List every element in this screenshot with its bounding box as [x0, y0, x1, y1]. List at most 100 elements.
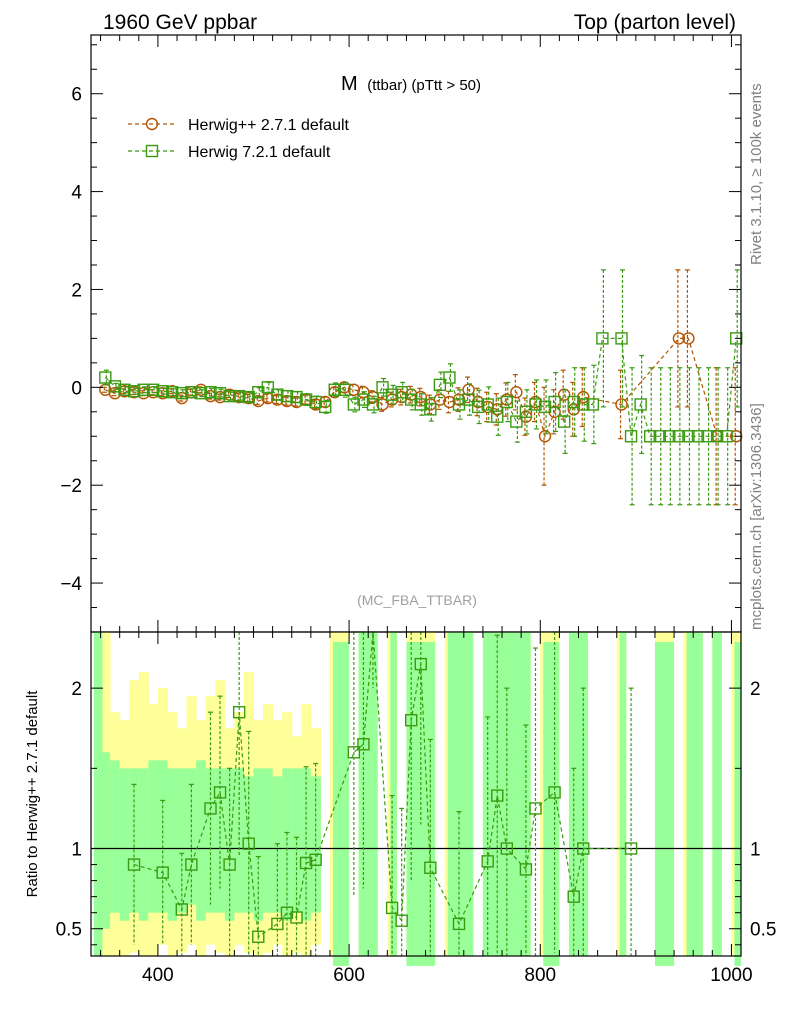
band-green [654, 642, 675, 966]
ratio-data-point [624, 842, 638, 855]
band-green [686, 632, 703, 956]
data-point [586, 398, 600, 411]
ratio-data-point [452, 917, 466, 931]
data-point [223, 389, 236, 403]
band-green [263, 768, 274, 913]
band-green [332, 642, 350, 966]
legend-label-herwig-new: Herwig 7.2.1 default [188, 144, 331, 161]
main-ytick-label: 2 [71, 280, 82, 301]
ratio-data-point [127, 858, 141, 871]
data-point [213, 387, 227, 400]
ratio-ytick-label-right: 1 [750, 840, 761, 861]
ratio-ticks: 0.5 0.5 1 1 2 2 400 600 800 1000 [56, 632, 776, 986]
data-point [137, 383, 150, 396]
band-green [291, 768, 302, 913]
band-green [390, 632, 397, 956]
data-point [99, 371, 112, 384]
band-green [205, 768, 216, 913]
ratio-data-point [347, 746, 361, 759]
band-green [447, 632, 474, 956]
data-point [510, 386, 523, 399]
data-point [491, 410, 504, 423]
rivet-label: Rivet 3.1.10, ≥ 100k events [748, 83, 765, 265]
band-green [177, 768, 188, 913]
data-point [261, 381, 275, 394]
data-point [615, 398, 628, 411]
data-point [557, 415, 571, 428]
data-point [624, 430, 638, 443]
band-green [234, 768, 245, 913]
main-ticks: −4 −2 0 2 4 6 [60, 35, 741, 633]
data-point [519, 405, 533, 418]
data-point [204, 386, 217, 399]
data-point [299, 393, 313, 406]
data-point [366, 398, 380, 411]
band-green [138, 768, 149, 921]
data-point [577, 398, 590, 411]
data-point [127, 385, 141, 398]
ratio-panel: 0.5 0.5 1 1 2 2 400 600 800 1000 Ratio to Herwig+… [24, 631, 776, 986]
band-green [734, 642, 741, 966]
data-point [108, 387, 122, 400]
data-point [653, 430, 666, 443]
data-point [443, 371, 456, 384]
data-point [682, 430, 695, 443]
series-herwig-new [99, 269, 743, 506]
data-point [338, 383, 351, 396]
mcplots-label: mcplots.cern.ch [arXiv:1306.3436] [748, 403, 765, 630]
ratio-data-point [385, 901, 399, 915]
data-point [366, 390, 380, 404]
data-point [424, 403, 437, 416]
data-point [529, 398, 542, 411]
main-ytick-label: 6 [71, 85, 82, 106]
data-point [481, 398, 494, 411]
ratio-data-point [213, 786, 227, 799]
ratio-data-point [500, 842, 514, 855]
side-labels: Rivet 3.1.10, ≥ 100k events mcplots.cern… [748, 83, 765, 630]
legend: Herwig++ 2.7.1 default Herwig 7.2.1 defa… [128, 117, 350, 161]
ratio-data-point [185, 858, 198, 871]
ratio-ytick-label-right: 0.5 [750, 920, 776, 941]
data-point [232, 389, 246, 403]
data-point [557, 388, 571, 401]
data-point [730, 332, 743, 345]
main-ytick-label: −2 [60, 476, 82, 497]
data-point [672, 430, 686, 443]
ratio-data-point [567, 890, 580, 903]
data-point [166, 386, 179, 399]
band-green [619, 632, 627, 956]
ratio-ytick-label-right: 2 [750, 679, 761, 700]
data-point [500, 395, 514, 409]
data-point [443, 395, 456, 409]
band-green [148, 760, 159, 913]
legend-label-herwig-old: Herwig++ 2.7.1 default [188, 117, 350, 134]
data-point [634, 398, 647, 411]
band-green [215, 768, 226, 913]
ratio-bands [91, 632, 741, 966]
data-point [357, 386, 370, 399]
ratio-data-point [577, 842, 590, 855]
ratio-data-point [309, 853, 322, 866]
band-green [93, 632, 103, 956]
data-point [318, 400, 332, 414]
ratio-data-point [299, 856, 313, 870]
ratio-data-point [405, 714, 418, 727]
data-point [194, 387, 208, 400]
ratio-ylabel: Ratio to Herwig++ 2.7.1 default [24, 690, 41, 898]
ratio-data-point [252, 930, 265, 943]
data-point [156, 385, 169, 398]
data-point [280, 389, 294, 403]
right-title: Top (parton level) [574, 11, 736, 34]
main-ytick-label: 0 [71, 378, 82, 399]
plot-title-sub: (ttbar) (pTtt > 50) [367, 77, 481, 94]
data-point [663, 430, 676, 443]
ratio-xtick-label: 600 [333, 965, 365, 986]
data-point [720, 430, 733, 443]
data-point [376, 381, 389, 394]
data-point [146, 383, 160, 396]
ratio-marks [127, 631, 638, 956]
ratio-series-line [133, 631, 632, 938]
ratio-data-point [175, 903, 189, 916]
ratio-series-herwig-new [127, 631, 638, 956]
legend-square-marker [145, 144, 159, 158]
